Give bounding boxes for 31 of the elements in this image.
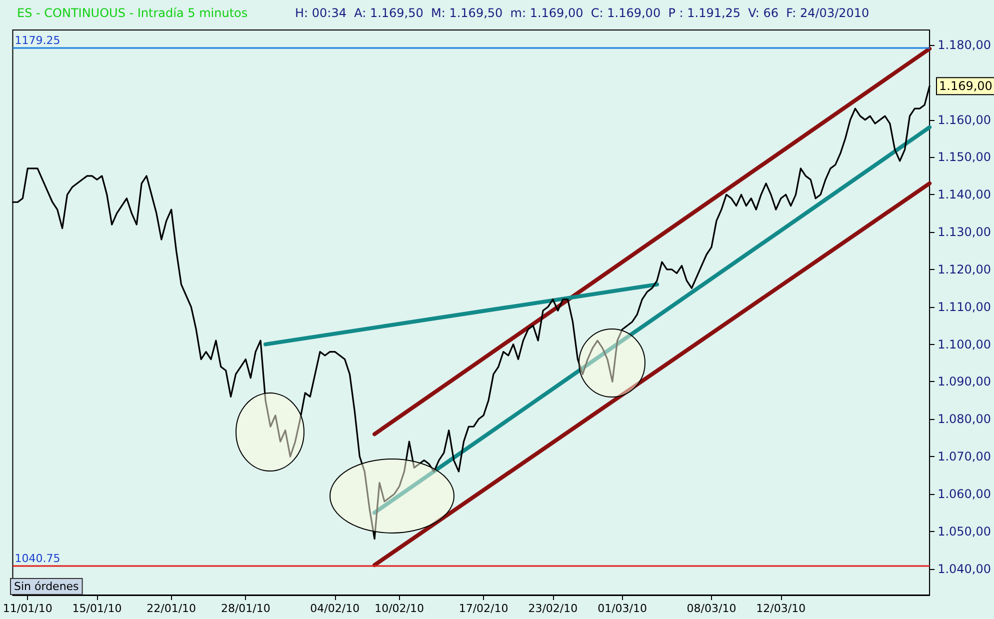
y-tick-label: 1.090,00	[938, 374, 991, 389]
y-tick-label: 1.070,00	[938, 450, 991, 464]
y-tick-label: 1.160,00	[938, 112, 991, 127]
x-tick-label: 04/02/10	[310, 602, 360, 615]
annotation: Sin órdenes	[14, 580, 80, 593]
y-tick-label: 1.050,00	[938, 524, 991, 538]
y-tick-label: 1.140,00	[938, 188, 991, 202]
chart-subtitle: H: 00:34 A: 1.169,50 M: 1.169,50 m: 1.169,00 C: 1.169,00 P : 1.191,25 V: 66 F: 24/03/2010	[295, 6, 870, 20]
y-tick-label: 1.080,00	[938, 412, 991, 426]
x-tick-label: 15/01/10	[72, 602, 122, 615]
y-tick-label: 1.040,00	[938, 562, 991, 576]
x-tick-label: 11/01/10	[2, 602, 52, 615]
x-tick-label: 22/01/10	[146, 602, 196, 615]
y-tick-label: 1.100,00	[938, 337, 991, 352]
x-tick-label: 17/02/10	[458, 602, 508, 615]
x-tick-label: 12/03/10	[756, 602, 806, 615]
y-tick-label: 1.150,00	[938, 150, 991, 164]
y-tick-label: 1.180,00	[938, 38, 991, 52]
x-tick-label: 23/02/10	[528, 602, 578, 615]
chart-title: ES - CONTINUOUS - Intradía 5 minutos	[17, 6, 248, 20]
text: 1.169,00	[939, 79, 992, 94]
ref-line-label: 1040.75	[14, 552, 60, 565]
y-tick-label: 1.060,00	[938, 486, 991, 501]
x-tick-label: 08/03/10	[686, 602, 736, 615]
y-tick-label: 1.110,00	[938, 300, 991, 314]
x-tick-label: 28/01/10	[220, 602, 270, 615]
y-tick-label: 1.120,00	[938, 262, 991, 276]
x-tick-label: 01/03/10	[598, 602, 648, 615]
y-tick-label: 1.130,00	[938, 225, 991, 240]
x-tick-label: 10/02/10	[374, 602, 424, 615]
ref-line-label: 1179.25	[14, 34, 60, 47]
